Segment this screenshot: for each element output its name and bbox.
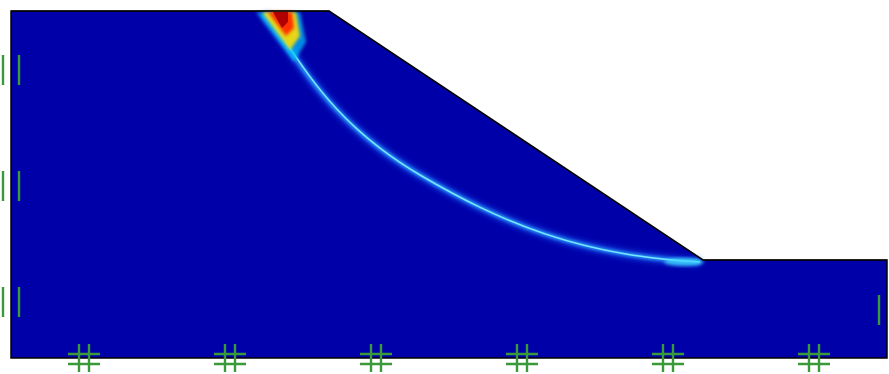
- shear-band: [260, 11, 704, 267]
- bottom-boundary-supports: [68, 344, 830, 372]
- slope-outline: [11, 10, 887, 261]
- slope-domain: [10, 10, 888, 359]
- shear-band-core: [265, 13, 701, 263]
- left-boundary-supports: [1, 55, 21, 317]
- crest-concentration: [256, 12, 306, 62]
- toe-concentration: [664, 258, 704, 266]
